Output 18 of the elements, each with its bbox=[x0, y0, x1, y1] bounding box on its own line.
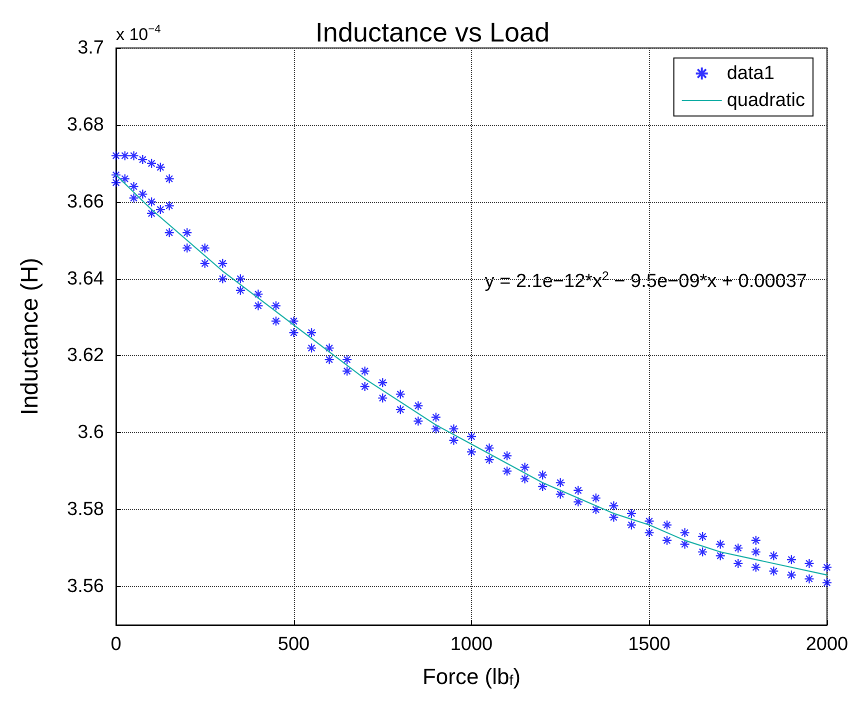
y-tick-label: 3.6 bbox=[78, 422, 104, 444]
y-tick-label: 3.68 bbox=[67, 114, 104, 136]
y-tick-label: 3.66 bbox=[67, 191, 104, 212]
x-tick-label: 1000 bbox=[450, 634, 493, 655]
x-tick-label: 0 bbox=[110, 634, 122, 655]
x-tick-label: 1500 bbox=[628, 634, 670, 655]
y-tick-label: 3.58 bbox=[67, 499, 104, 520]
x-tick-label: 500 bbox=[278, 634, 310, 655]
y-tick-label: 3.62 bbox=[67, 345, 104, 366]
legend-label: quadratic bbox=[726, 90, 806, 111]
x-axis-title: Force (lbf) bbox=[422, 664, 521, 689]
y-axis-title: Inductance (H) bbox=[16, 258, 44, 416]
x-tick-label: 2000 bbox=[806, 634, 848, 655]
legend-label: data1 bbox=[726, 63, 774, 84]
y-tick-label: 3.7 bbox=[78, 38, 104, 58]
chart-title: Inductance vs Load bbox=[315, 18, 550, 48]
y-tick-label: 3.56 bbox=[67, 576, 104, 598]
y-tick-label: 3.64 bbox=[67, 268, 104, 290]
